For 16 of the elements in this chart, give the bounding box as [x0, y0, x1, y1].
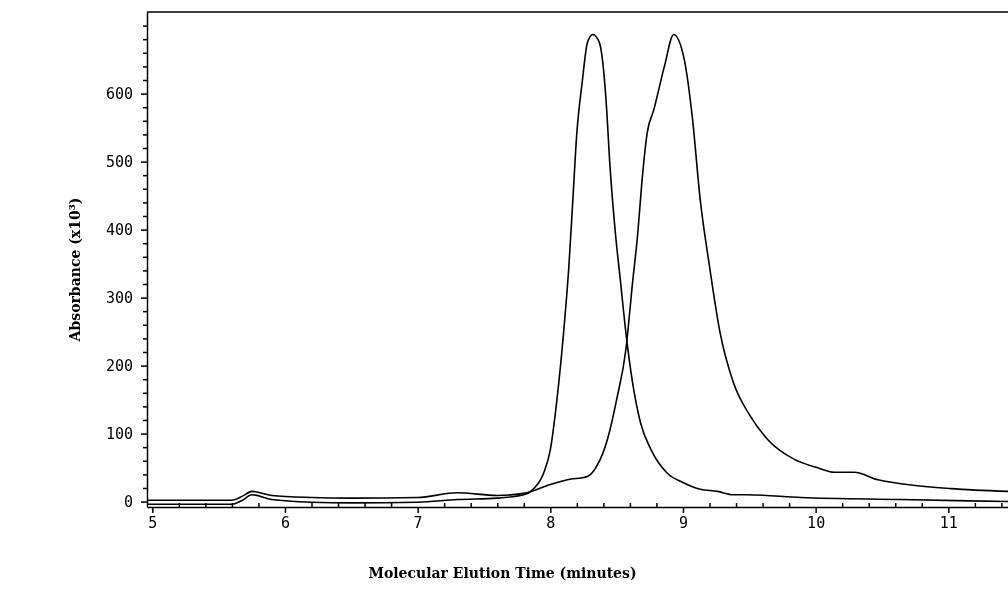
- y-axis-title: Absorbance (x10³): [67, 197, 83, 343]
- x-tick-label: 5: [148, 513, 158, 532]
- y-tick-label: 300: [105, 288, 133, 307]
- x-tick-label: 10: [807, 513, 826, 532]
- y-tick-label: 500: [105, 152, 133, 171]
- x-tick-label: 11: [939, 513, 958, 532]
- x-tick-label: 6: [280, 513, 290, 532]
- y-tick-label: 200: [105, 356, 133, 375]
- x-tick-label: 7: [413, 513, 423, 532]
- y-tick-label: 600: [105, 84, 133, 103]
- x-tick-label: 8: [546, 513, 556, 532]
- x-axis-title: Molecular Elution Time (minutes): [368, 565, 637, 581]
- y-tick-label: 400: [105, 220, 133, 239]
- x-tick-label: 9: [678, 513, 688, 532]
- y-tick-label: 100: [105, 424, 133, 443]
- y-tick-label: 0: [123, 492, 133, 511]
